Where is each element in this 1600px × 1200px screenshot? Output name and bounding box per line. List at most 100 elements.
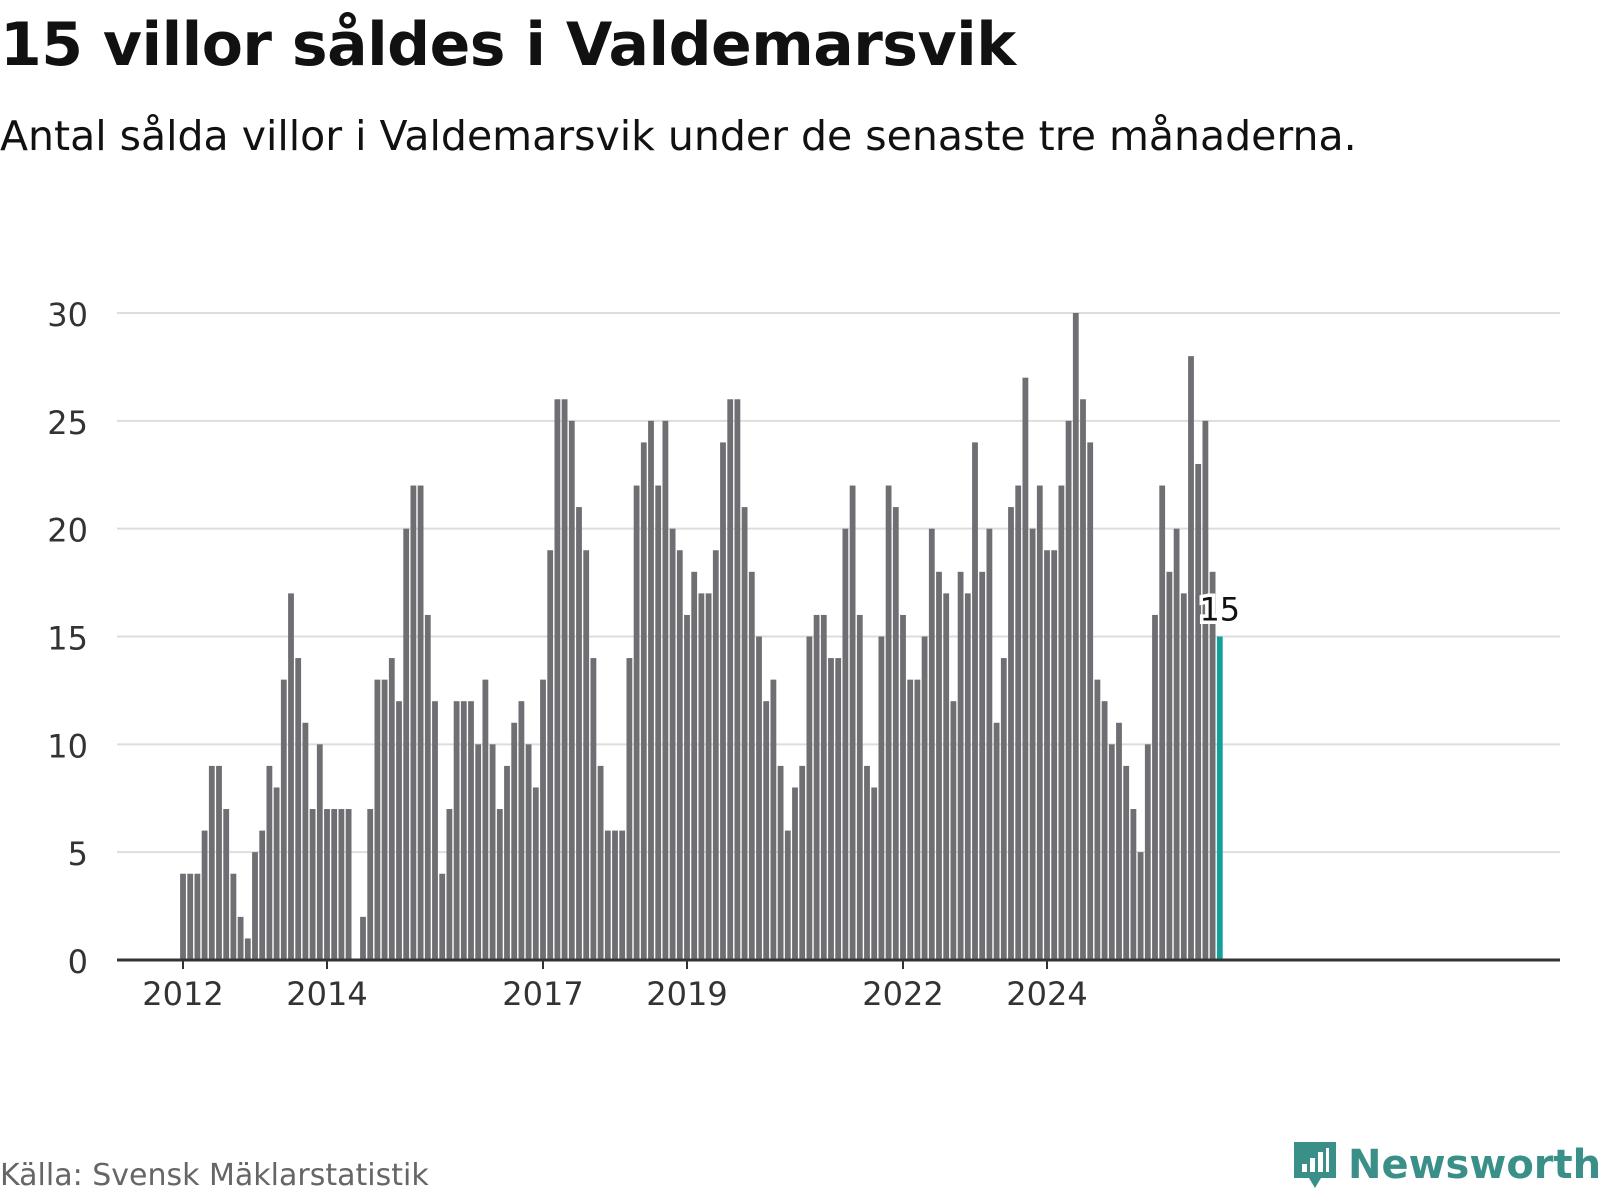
x-tick-label: 2012: [142, 975, 223, 1013]
y-tick-label: 0: [68, 943, 88, 981]
bar: [576, 507, 582, 960]
bar: [338, 809, 345, 960]
bar: [410, 485, 417, 960]
bar: [367, 809, 374, 960]
bar: [662, 420, 669, 960]
y-tick-label: 5: [68, 835, 88, 873]
bar: [928, 528, 935, 960]
bar: [288, 593, 294, 960]
bar: [842, 528, 849, 960]
bar: [1173, 528, 1180, 960]
bar: [489, 744, 496, 960]
bar: [1123, 765, 1130, 960]
bar: [561, 399, 568, 960]
bar: [777, 765, 784, 960]
bar: [547, 550, 554, 960]
bar: [482, 679, 489, 960]
bar: [540, 679, 546, 960]
bar: [900, 614, 906, 960]
bar: [453, 701, 460, 960]
bar: [597, 765, 604, 960]
bar: [828, 658, 834, 960]
bar: [266, 765, 273, 960]
bar: [1116, 722, 1122, 960]
bar: [856, 614, 863, 960]
bar: [756, 636, 762, 960]
bar: [676, 550, 683, 960]
bar: [849, 485, 856, 960]
newsworthy-logo[interactable]: Newsworthy: [1290, 1138, 1600, 1192]
newsworthy-logo-text: Newsworthy: [1348, 1142, 1600, 1188]
bar: [914, 679, 921, 960]
source-note: Källa: Svensk Mäklarstatistik: [0, 1158, 429, 1193]
bar: [1137, 852, 1144, 960]
bar: [1015, 485, 1022, 960]
bar: [237, 916, 244, 960]
x-tick-label: 2014: [286, 975, 367, 1013]
bar: [1101, 701, 1108, 960]
bar: [201, 830, 208, 960]
bar: [1202, 420, 1209, 960]
bar: [1166, 571, 1173, 960]
bar: [590, 658, 597, 960]
bar: [252, 852, 258, 960]
bar: [705, 593, 712, 960]
chart-subtitle: Antal sålda villor i Valdemarsvik under …: [0, 112, 1357, 160]
bar: [604, 830, 611, 960]
bar: [727, 399, 734, 960]
bar-highlight: [1216, 636, 1223, 960]
bar: [460, 701, 467, 960]
bar: [885, 485, 892, 960]
bar: [302, 722, 309, 960]
bar: [748, 571, 755, 960]
bar: [1087, 442, 1094, 960]
bar: [871, 787, 878, 960]
bar: [993, 722, 1000, 960]
highlight-value-label: 15: [1199, 591, 1240, 629]
bar: [316, 744, 323, 960]
bar: [986, 528, 993, 960]
bar: [1188, 356, 1194, 961]
bar: [230, 873, 237, 960]
bar: [223, 809, 230, 960]
bar: [439, 873, 446, 960]
bar: [979, 571, 986, 960]
bar: [936, 571, 942, 960]
bar: [496, 809, 503, 960]
newsworthy-logo-icon: [1294, 1142, 1336, 1188]
bar: [684, 614, 690, 960]
bar: [216, 765, 222, 960]
bar: [525, 744, 532, 960]
bar: [381, 679, 388, 960]
bar: [208, 765, 215, 960]
bar: [943, 593, 950, 960]
y-tick-label: 25: [47, 404, 88, 442]
bar: [345, 809, 352, 960]
bar: [511, 722, 518, 960]
x-tick-label: 2022: [862, 975, 943, 1013]
bar: [1094, 679, 1101, 960]
bar: [187, 873, 194, 960]
bar: [612, 830, 618, 960]
bar: [964, 593, 971, 960]
bar: [1209, 571, 1216, 960]
bar: [741, 507, 748, 960]
bar: [1029, 528, 1036, 960]
bar: [1022, 377, 1029, 960]
bar: [691, 571, 698, 960]
bar: [424, 614, 431, 960]
bar: [698, 593, 705, 960]
bar: [720, 442, 726, 960]
bar: [950, 701, 957, 960]
bar: [864, 765, 870, 960]
bar: [972, 442, 978, 960]
bar: [734, 399, 741, 960]
bar: [388, 658, 395, 960]
bar: [396, 701, 402, 960]
bar: [583, 550, 590, 960]
bar: [259, 830, 266, 960]
bar: [1065, 420, 1072, 960]
bar: [1152, 614, 1158, 960]
bar: [1051, 550, 1058, 960]
